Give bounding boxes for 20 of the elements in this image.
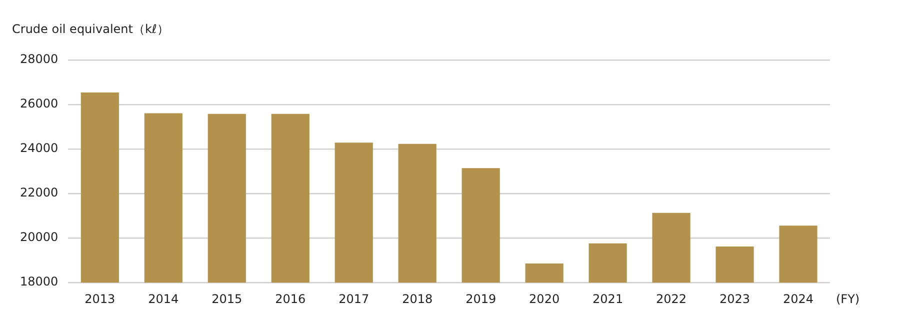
y-tick-label: 20000 (20, 230, 58, 244)
x-tick-label: 2024 (782, 292, 814, 306)
x-tick-label: 2021 (592, 292, 624, 306)
x-tick-label: 2014 (148, 292, 179, 306)
x-tick-label: 2020 (529, 292, 560, 306)
x-tick-label: 2023 (720, 292, 750, 306)
y-tick-label: 28000 (20, 52, 58, 66)
y-tick-label: 18000 (20, 274, 58, 289)
x-tick-label: 2013 (84, 292, 116, 306)
x-axis-title: (FY) (836, 292, 860, 306)
y-tick-label: 22000 (20, 186, 58, 200)
x-tick-label: 2019 (466, 292, 496, 306)
x-tick-label: 2018 (402, 292, 433, 306)
y-tick-label: 26000 (20, 96, 58, 111)
x-tick-label: 2017 (338, 292, 370, 306)
x-tick-label: 2016 (275, 292, 306, 306)
y-axis-title: Crude oil equivalent（kℓ） (12, 21, 169, 38)
x-tick-label: 2015 (212, 292, 242, 306)
y-tick-label: 24000 (20, 141, 58, 156)
x-tick-label: 2022 (656, 292, 687, 306)
